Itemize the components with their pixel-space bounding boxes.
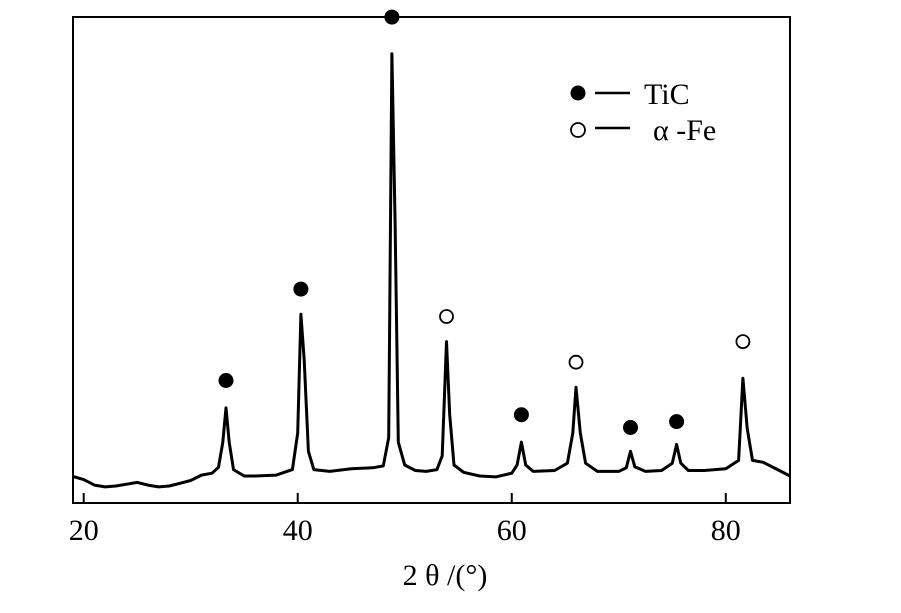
x-tick-label-60: 60 <box>497 514 527 547</box>
x-axis-title: 2 θ /(°) <box>403 559 488 592</box>
fe-peak-marker <box>439 309 454 324</box>
tic-peak-marker <box>513 407 529 423</box>
tic-peak-marker <box>623 420 638 435</box>
legend: TiC α -Fe <box>570 78 716 147</box>
fe-peak-marker <box>735 334 751 350</box>
tic-peak-marker <box>384 9 400 25</box>
tic-peak-marker <box>218 373 234 388</box>
x-axis-tick-labels: 20 40 60 80 <box>69 514 741 547</box>
x-tick-label-80: 80 <box>711 514 741 547</box>
x-tick-label-40: 40 <box>283 514 313 547</box>
legend-fe-label: α -Fe <box>653 114 716 147</box>
fe-peak-marker <box>568 354 584 370</box>
x-axis-ticks <box>82 493 727 503</box>
legend-tic-label: TiC <box>644 78 690 111</box>
tic-peak-marker <box>293 281 309 297</box>
x-tick-label-20: 20 <box>69 514 99 547</box>
legend-fe-marker <box>570 122 586 138</box>
peak-markers <box>218 9 751 435</box>
legend-tic-marker <box>570 85 586 101</box>
tic-peak-marker <box>669 414 685 430</box>
xrd-pattern-line <box>72 52 791 489</box>
plot-frame <box>72 16 791 504</box>
